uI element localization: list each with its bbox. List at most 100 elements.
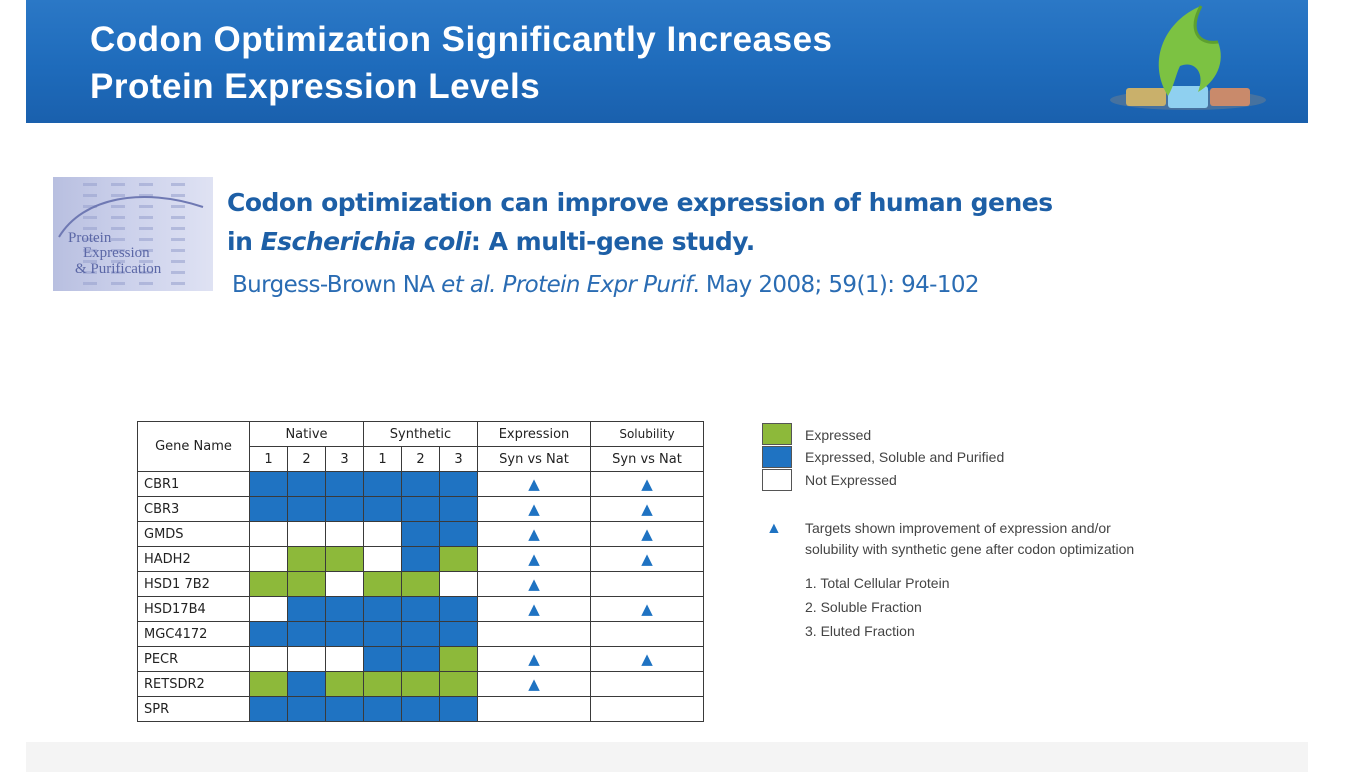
fraction-step-2: 2. Soluble Fraction: [805, 599, 922, 615]
gene-name-cell: MGC4172: [137, 621, 250, 647]
status-cell: [249, 471, 288, 497]
status-cell: [249, 621, 288, 647]
reference-citation: Burgess-Brown NA et al. Protein Expr Pur…: [232, 272, 980, 298]
triangle-icon: ▲: [528, 600, 540, 618]
table-row: CBR3 ▲ ▲: [137, 496, 704, 522]
native-sub-1: 1: [249, 446, 288, 472]
table-row: GMDS ▲ ▲: [137, 521, 704, 547]
status-cell: [401, 496, 440, 522]
gene-name-cell: HADH2: [137, 546, 250, 572]
cover-arc-graphic: [58, 196, 204, 238]
gene-name-cell: PECR: [137, 646, 250, 672]
expression-cell: ▲: [477, 671, 591, 697]
solubility-cell: [590, 671, 704, 697]
status-cell: [249, 496, 288, 522]
triangle-icon: ▲: [528, 675, 540, 693]
status-cell: [363, 521, 402, 547]
expression-cell: ▲: [477, 521, 591, 547]
status-cell: [287, 596, 326, 622]
expression-cell: ▲: [477, 571, 591, 597]
triangle-icon: ▲: [528, 550, 540, 568]
legend-swatch-expressed: [762, 423, 792, 445]
company-logo-icon: [1110, 5, 1266, 110]
status-cell: [401, 521, 440, 547]
triangle-icon: ▲: [766, 520, 782, 537]
gene-name-cell: HSD1 7B2: [137, 571, 250, 597]
triangle-icon: ▲: [528, 525, 540, 543]
status-cell: [249, 671, 288, 697]
status-cell: [439, 496, 478, 522]
status-cell: [325, 621, 364, 647]
solubility-header: Solubility: [590, 421, 704, 447]
table-row: HADH2 ▲ ▲: [137, 546, 704, 572]
status-cell: [439, 596, 478, 622]
status-cell: [363, 546, 402, 572]
status-cell: [325, 521, 364, 547]
fraction-step-3: 3. Eluted Fraction: [805, 623, 915, 639]
table-row: MGC4172: [137, 621, 704, 647]
status-cell: [325, 471, 364, 497]
status-cell: [325, 671, 364, 697]
status-cell: [249, 546, 288, 572]
expression-cell: ▲: [477, 646, 591, 672]
status-cell: [363, 571, 402, 597]
status-cell: [439, 646, 478, 672]
triangle-icon: ▲: [641, 525, 653, 543]
triangle-icon: ▲: [641, 650, 653, 668]
status-cell: [401, 671, 440, 697]
status-cell: [439, 571, 478, 597]
table-row: SPR: [137, 696, 704, 722]
solubility-cell: [590, 571, 704, 597]
status-cell: [401, 646, 440, 672]
expression-cell: ▲: [477, 596, 591, 622]
status-cell: [401, 546, 440, 572]
solubility-cell: ▲: [590, 496, 704, 522]
triangle-icon: ▲: [528, 575, 540, 593]
synthetic-sub-2: 2: [401, 446, 440, 472]
status-cell: [325, 571, 364, 597]
status-cell: [287, 471, 326, 497]
gene-name-cell: CBR1: [137, 471, 250, 497]
table-row: HSD1 7B2 ▲: [137, 571, 704, 597]
status-cell: [401, 621, 440, 647]
status-cell: [249, 521, 288, 547]
native-sub-3: 3: [325, 446, 364, 472]
status-cell: [401, 696, 440, 722]
legend-label-expressed: Expressed: [805, 427, 872, 443]
gene-name-cell: RETSDR2: [137, 671, 250, 697]
gene-name-cell: CBR3: [137, 496, 250, 522]
gene-name-cell: HSD17B4: [137, 596, 250, 622]
solubility-sub-header: Syn vs Nat: [590, 446, 704, 472]
status-cell: [401, 471, 440, 497]
legend-swatch-soluble: [762, 446, 792, 468]
status-cell: [287, 546, 326, 572]
status-cell: [287, 646, 326, 672]
status-cell: [287, 496, 326, 522]
reference-title-line-2: in Escherichia coli: A multi-gene study.: [227, 227, 755, 256]
fraction-step-1: 1. Total Cellular Protein: [805, 575, 950, 591]
status-cell: [287, 521, 326, 547]
status-cell: [325, 596, 364, 622]
expression-cell: ▲: [477, 496, 591, 522]
slide-header: Codon Optimization Significantly Increas…: [26, 0, 1308, 123]
expression-cell: ▲: [477, 471, 591, 497]
legend-label-soluble: Expressed, Soluble and Purified: [805, 449, 1005, 465]
expression-sub-header: Syn vs Nat: [477, 446, 591, 472]
status-cell: [363, 596, 402, 622]
status-cell: [325, 496, 364, 522]
status-cell: [325, 546, 364, 572]
native-sub-2: 2: [287, 446, 326, 472]
status-cell: [401, 596, 440, 622]
status-cell: [287, 621, 326, 647]
solubility-cell: ▲: [590, 471, 704, 497]
status-cell: [439, 521, 478, 547]
cover-title-3: & Purification: [75, 261, 162, 277]
gene-name-cell: GMDS: [137, 521, 250, 547]
triangle-note: Targets shown improvement of expression …: [805, 520, 1135, 557]
slide-footer-band: [26, 742, 1308, 772]
status-cell: [325, 696, 364, 722]
solubility-cell: ▲: [590, 596, 704, 622]
solubility-cell: [590, 621, 704, 647]
status-cell: [401, 571, 440, 597]
slide-title-line-2: Protein Expression Levels: [90, 67, 541, 106]
